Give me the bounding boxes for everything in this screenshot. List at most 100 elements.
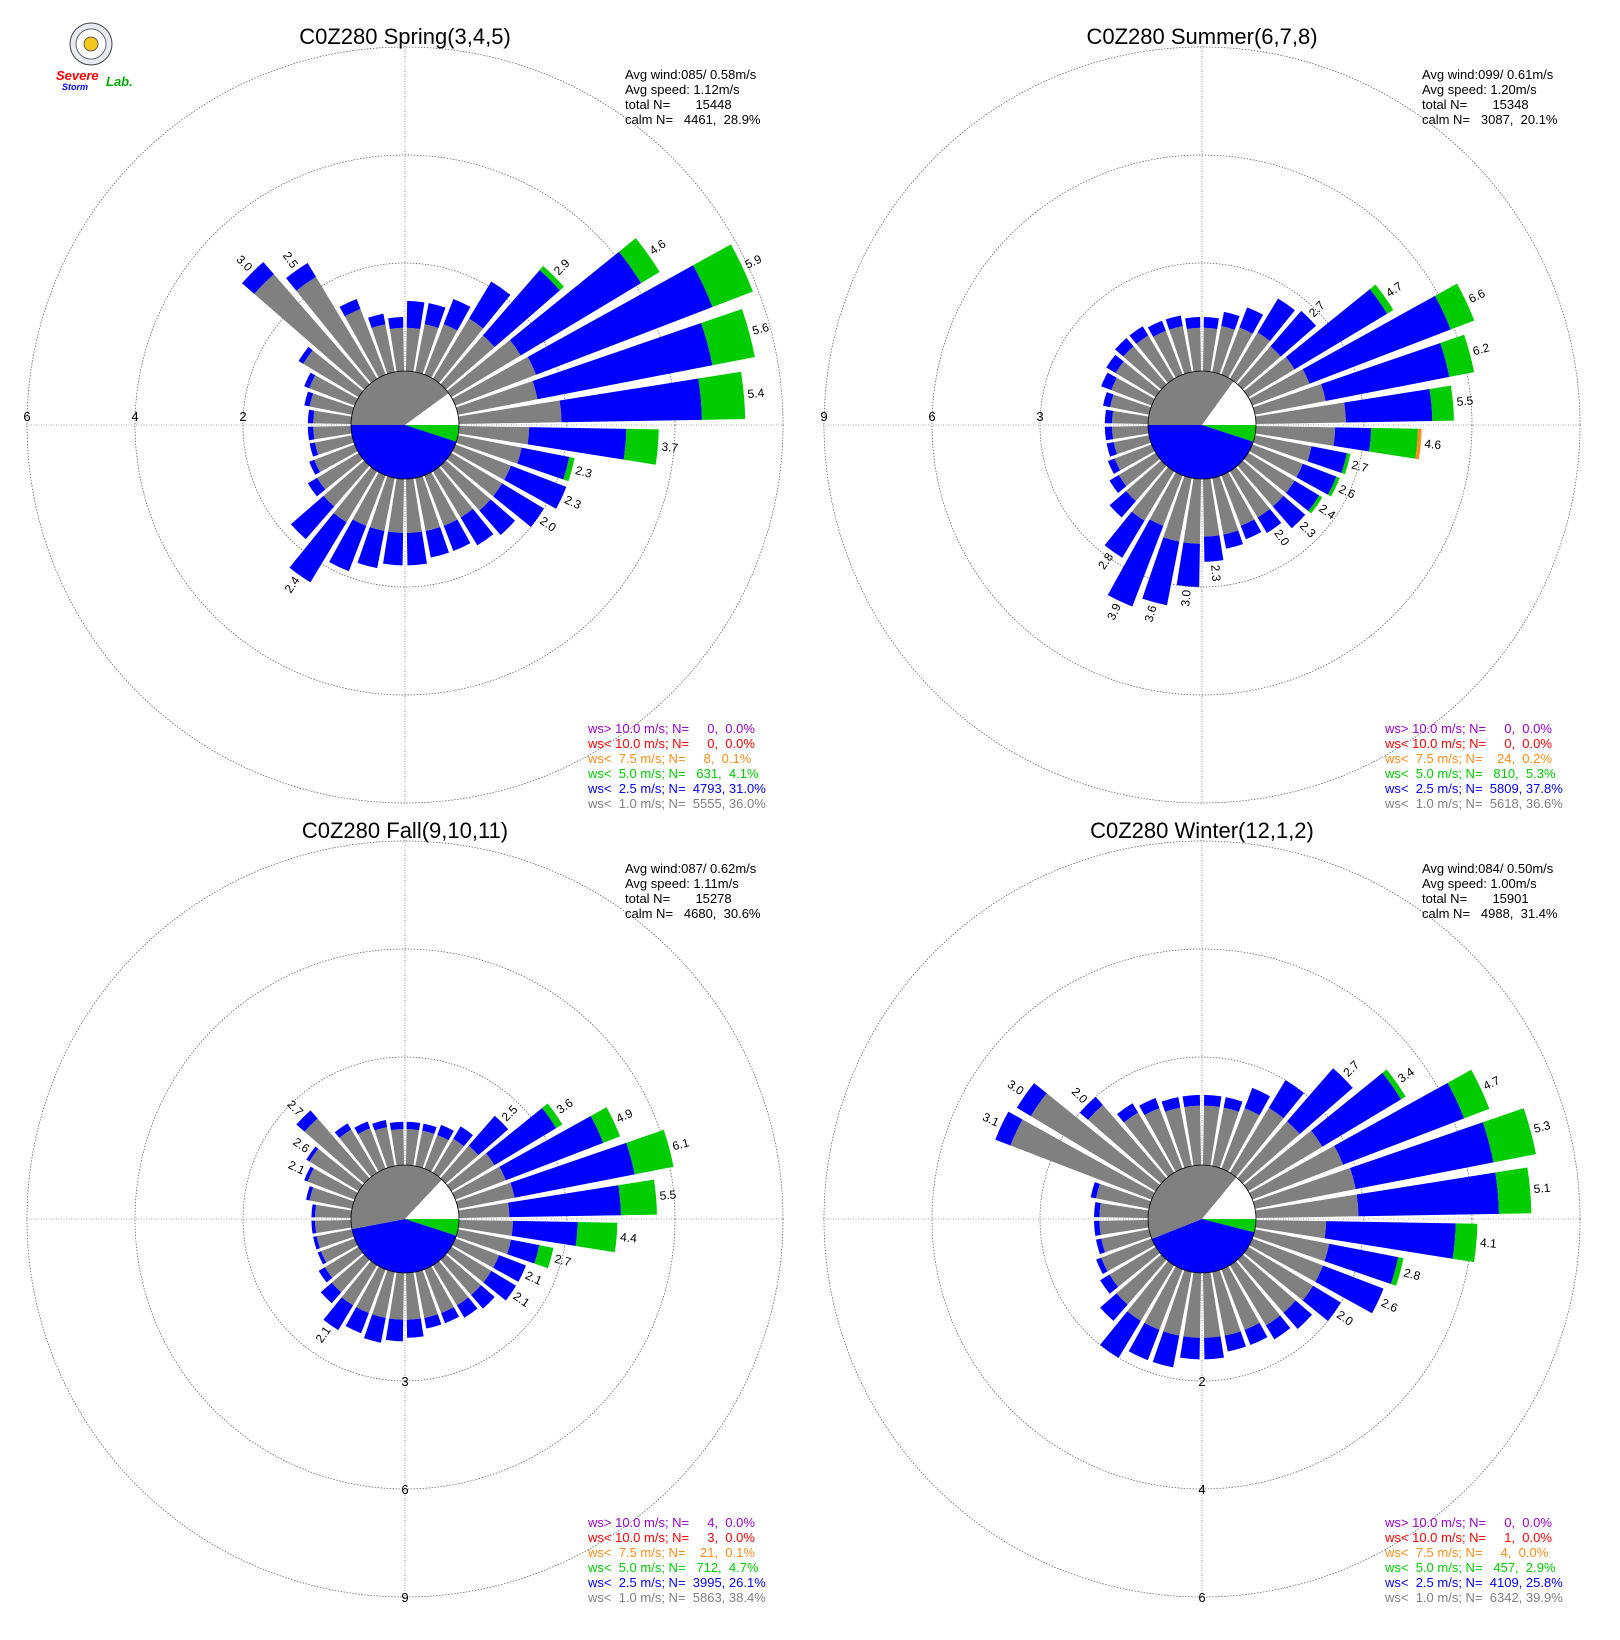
bar-segment-blue	[1107, 519, 1164, 607]
bar-segment-blue	[510, 1142, 635, 1198]
bar-segment-blue	[1270, 310, 1317, 357]
bar-segment-blue	[406, 1121, 421, 1131]
bar-segment-gray	[1202, 1272, 1221, 1338]
bar-segment-gray	[1243, 452, 1295, 493]
bar-segment-green	[1390, 1257, 1404, 1286]
bar-segment-blue	[424, 303, 446, 328]
bar-segment-blue	[504, 465, 567, 509]
bar-segment-blue	[323, 1297, 354, 1331]
bar-segment-blue	[1244, 1322, 1268, 1346]
bar-segment-blue	[311, 1220, 317, 1234]
bar-segment-gray	[424, 324, 458, 378]
bar-segment-gray	[1186, 327, 1202, 372]
bar-segment-blue	[1095, 1238, 1105, 1255]
bar-segment-blue	[1302, 1285, 1341, 1321]
center-pie	[350, 370, 460, 480]
bar-segment-blue	[1185, 317, 1201, 329]
bar-segment-blue	[1115, 338, 1134, 357]
bar-segment-gray	[424, 472, 458, 526]
bar-segment-gray	[374, 1127, 395, 1168]
legend-ws-lt-5: ws< 5.0 m/s; N= 631, 4.1%	[587, 766, 759, 781]
bar-value-label: 2.3	[562, 492, 583, 512]
bar-segment-blue	[304, 1166, 314, 1182]
legend-ws-lt-2-5: ws< 2.5 m/s; N= 5809, 37.8%	[1384, 781, 1563, 796]
bar-segment-blue	[493, 1255, 526, 1282]
bar-segment-green	[539, 266, 564, 291]
polar-grid	[26, 840, 784, 1598]
panel-title: C0Z280 Fall(9,10,11)	[302, 818, 508, 843]
calm-circle-outline	[350, 1164, 460, 1274]
legend-ws-lt-2-5: ws< 2.5 m/s; N= 3995, 26.1%	[587, 1575, 766, 1590]
ring-circle	[823, 46, 1581, 804]
bar-segment-gray	[1255, 402, 1346, 425]
bar-segment-blue	[389, 1121, 404, 1131]
ring-value-label: 6	[1198, 1590, 1205, 1605]
bar-value-label: 4.1	[1479, 1235, 1497, 1250]
stat-total-n: total N= 15348	[1422, 97, 1529, 112]
legend: ws> 10.0 m/s; N= 0, 0.0% ws< 10.0 m/s; N…	[587, 721, 766, 811]
bar-segment-gray	[458, 1219, 513, 1236]
bar-segment-green	[698, 371, 746, 420]
bar-segment-gray	[1116, 1254, 1167, 1305]
bar-segment-blue	[1094, 1220, 1101, 1236]
ring-value-label: 4	[131, 409, 138, 424]
bar-segment-green	[618, 1179, 657, 1216]
bar-segment-gray	[456, 1182, 515, 1209]
legend-ws-lt-10: ws< 10.0 m/s; N= 0, 0.0%	[1384, 736, 1552, 751]
bar-segment-blue	[306, 1146, 319, 1162]
legend-ws-lt-7-5: ws< 7.5 m/s; N= 4, 0.0%	[1384, 1545, 1549, 1560]
polar-grid	[823, 46, 1581, 804]
bar-segment-gray	[440, 1254, 482, 1296]
stat-avg-speed: Avg speed: 1.20m/s	[1422, 82, 1537, 97]
bar-segment-blue	[456, 1297, 478, 1318]
bar-segment-gray	[352, 472, 386, 526]
ring-value-label: 3	[401, 1374, 408, 1389]
panel-winter: 246 2.7 3.4 4.75.35.14.12.82.62.03.13.0 2.0…	[823, 818, 1581, 1605]
bar-segment-blue	[507, 1239, 540, 1264]
bar-segment-blue	[309, 459, 320, 475]
pie-slice-blue	[351, 425, 457, 480]
bar-segment-green	[626, 1129, 674, 1175]
ring-circle	[26, 46, 784, 804]
bar-segment-blue	[1272, 495, 1306, 529]
bar-segment-blue	[422, 1123, 437, 1134]
bar-segment-gray	[1212, 326, 1235, 374]
bar-segment-blue	[1324, 1243, 1399, 1285]
bar-segment-green	[1440, 334, 1475, 377]
bar-segment-gray	[371, 324, 395, 374]
bar-segment-gray	[1253, 1168, 1356, 1209]
bar-segment-blue	[339, 298, 361, 317]
bar-segment-gray	[415, 1270, 438, 1318]
pie-slice-green	[405, 425, 459, 442]
bar-segment-gray	[1136, 335, 1175, 384]
bar-segment-green	[542, 1103, 563, 1129]
bar-segment-gray	[315, 1219, 352, 1234]
bar-segment-blue	[1109, 475, 1127, 493]
bar-segment-gray	[1212, 1270, 1241, 1336]
bar-segment-blue	[1103, 392, 1114, 408]
bar-segment-blue	[517, 447, 570, 480]
legend-ws-lt-10: ws< 10.0 m/s; N= 0, 0.0%	[587, 736, 755, 751]
pie-slice-blue	[1151, 1219, 1255, 1273]
bar-segment-gray	[1118, 452, 1161, 487]
center-pie	[1147, 370, 1257, 480]
bar-segment-orange	[1415, 428, 1422, 460]
stat-avg-wind: Avg wind:085/ 0.58m/s	[625, 67, 757, 82]
bar-segment-blue	[1324, 1221, 1456, 1259]
bar-segment-gray	[1212, 1107, 1239, 1168]
bar-segment-green	[1495, 1167, 1532, 1214]
bar-segment-gray	[1030, 1093, 1161, 1192]
bar-segment-blue	[486, 1107, 557, 1166]
legend-ws-lt-2-5: ws< 2.5 m/s; N= 4793, 31.0%	[587, 781, 766, 796]
bar-segment-gray	[1255, 1219, 1327, 1239]
bar-segment-blue	[1139, 1098, 1160, 1116]
bar-segment-gray	[1123, 1112, 1175, 1178]
legend-ws-gt-10: ws> 10.0 m/s; N= 4, 0.0%	[587, 1515, 755, 1530]
bar-segment-blue	[995, 1111, 1023, 1146]
bar-segment-gray	[415, 324, 439, 374]
pie-slice-green	[1202, 1219, 1256, 1233]
ring-value-label: 2	[239, 409, 246, 424]
bar-segment-green	[1308, 495, 1323, 514]
bar-segment-gray	[1144, 1266, 1183, 1330]
bar-segment-gray	[440, 1145, 479, 1184]
